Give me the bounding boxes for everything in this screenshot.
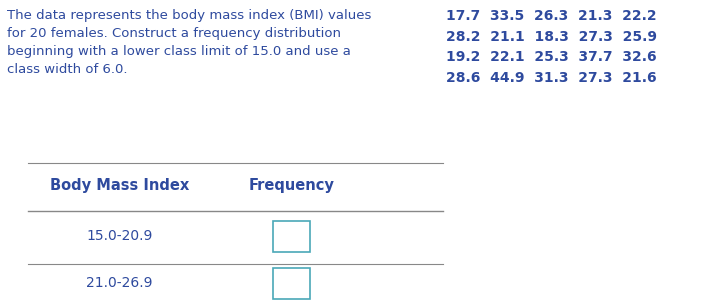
Text: Frequency: Frequency (249, 178, 335, 193)
Text: Body Mass Index: Body Mass Index (50, 178, 189, 193)
Text: The data represents the body mass index (BMI) values
for 20 females. Construct a: The data represents the body mass index … (7, 9, 371, 76)
FancyBboxPatch shape (273, 221, 310, 252)
FancyBboxPatch shape (273, 268, 310, 299)
Text: 15.0-20.9: 15.0-20.9 (86, 229, 153, 244)
Text: 17.7  33.5  26.3  21.3  22.2
28.2  21.1  18.3  27.3  25.9
19.2  22.1  25.3  37.7: 17.7 33.5 26.3 21.3 22.2 28.2 21.1 18.3 … (446, 9, 657, 85)
Text: 21.0-26.9: 21.0-26.9 (86, 276, 153, 291)
